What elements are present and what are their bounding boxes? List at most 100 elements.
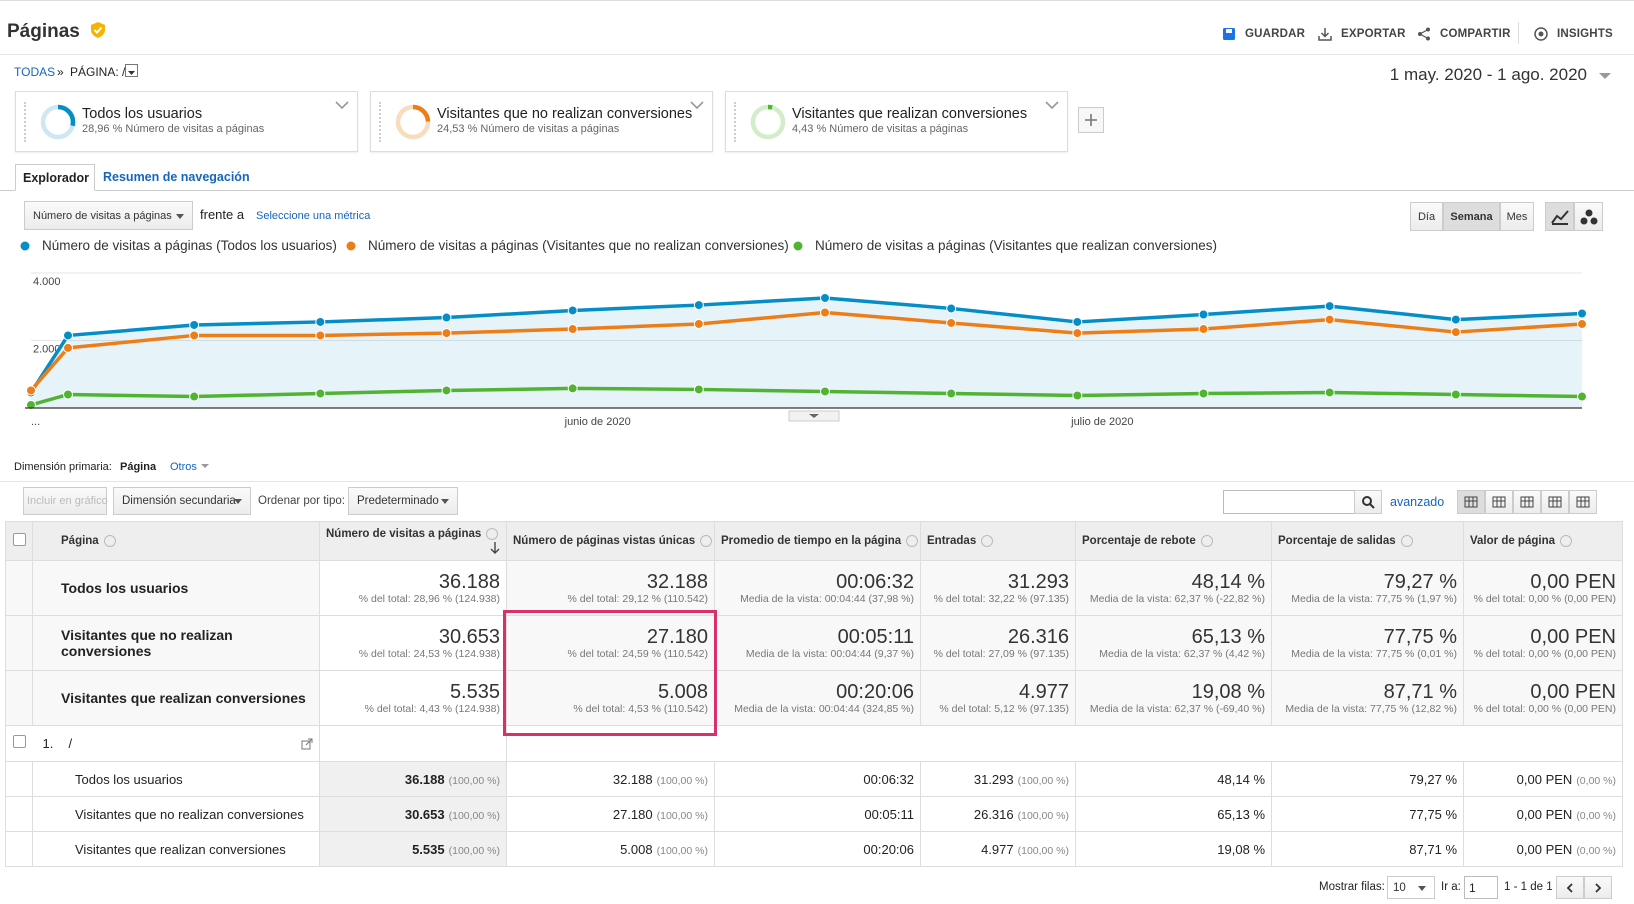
metric-cell: 65,13 % Media de la vista: 62,37 % (4,42 …	[1075, 615, 1272, 671]
data-point	[1198, 309, 1209, 320]
page-path[interactable]: /	[68, 736, 73, 751]
period-button[interactable]: Semana	[1443, 202, 1500, 231]
add-segment[interactable]	[1078, 107, 1104, 133]
breadcrumb-item[interactable]: TODAS	[14, 65, 56, 79]
segment-card[interactable]: Visitantes que realizan conversiones 4,43…	[725, 91, 1068, 152]
column-header[interactable]: Valor de página	[1463, 521, 1623, 561]
metric-value: 87,71 %	[1383, 680, 1457, 703]
metric-cell: 30.653% del total: 24,53 % (124.938)	[319, 615, 507, 671]
page-button[interactable]	[1584, 876, 1612, 899]
column-header[interactable]: Promedio de tiempo en la página	[714, 521, 921, 561]
detail-value: 4.977	[981, 841, 1014, 857]
metric-comparison: Media de la vista: 00:04:44 (37,98 %)	[740, 592, 914, 605]
action-label: EXPORTAR	[1341, 28, 1406, 40]
view-icon	[1576, 496, 1590, 508]
metric-select[interactable]: Número de visitas a páginas	[24, 201, 193, 230]
segment-card[interactable]: Todos los usuarios 28,96 % Número de visi…	[15, 91, 358, 152]
sort-select[interactable]: Predeterminado	[348, 487, 458, 515]
segment-handle	[24, 102, 28, 142]
view-button[interactable]	[1457, 490, 1485, 514]
help-icon	[700, 534, 713, 547]
period-button[interactable]: Mes	[1500, 202, 1534, 231]
breadcrumb-dropdown[interactable]	[125, 64, 138, 77]
dimension-other[interactable]: Otros	[170, 461, 210, 473]
include-button: Incluir en gráfico	[23, 487, 108, 515]
tab[interactable]: Resumen de navegación	[103, 170, 250, 184]
select-metric-link[interactable]: Seleccione una métrica	[256, 210, 371, 222]
header-action[interactable]: EXPORTAR	[1317, 26, 1406, 42]
checkbox[interactable]	[12, 734, 26, 748]
secondary-dimension[interactable]: Dimensión secundaria	[113, 487, 251, 515]
segment-caption: 28,96 % Número de visitas a páginas	[82, 123, 265, 135]
view-button[interactable]	[1541, 490, 1569, 514]
view-button[interactable]	[1569, 490, 1597, 514]
metric-comparison: % del total: 27,09 % (97.135)	[933, 647, 1069, 660]
segment-handle	[734, 102, 738, 142]
column-header[interactable]: Porcentaje de rebote	[1075, 521, 1272, 561]
metric-comparison: % del total: 24,53 % (124.938)	[358, 647, 500, 660]
segment-name: Visitantes que realizan conversiones	[32, 670, 320, 726]
goto-input[interactable]: 1	[1464, 876, 1498, 899]
chart-type-button[interactable]	[1574, 202, 1603, 231]
search-input[interactable]	[1223, 490, 1355, 514]
view-button[interactable]	[1513, 490, 1541, 514]
column-header[interactable]: Entradas	[920, 521, 1076, 561]
data-point	[693, 384, 704, 395]
data-point	[1198, 388, 1209, 399]
page-button[interactable]	[1556, 876, 1584, 899]
segment-card[interactable]: Visitantes que no realizan conversiones 2…	[370, 91, 713, 152]
metric-comparison: % del total: 28,96 % (124.938)	[358, 592, 500, 605]
data-point	[1450, 389, 1461, 400]
segment-name: Visitantes que no realizan conversiones	[32, 796, 320, 832]
sort-arrow	[490, 542, 500, 555]
column-header[interactable]: Porcentaje de salidas	[1271, 521, 1464, 561]
metric-value: 30.653	[438, 625, 500, 648]
metric-cell: 48,14 % Media de la vista: 62,37 % (-22,8…	[1075, 560, 1272, 616]
chart-type-icon	[1550, 209, 1569, 225]
date-range[interactable]: 1 may. 2020 - 1 ago. 2020	[1389, 65, 1587, 84]
column-header[interactable]: Número de páginas vistas únicas	[506, 521, 715, 561]
segment-detail-row: Todos los usuarios 36.188 (100,00 %) 32.188…	[5, 761, 1623, 797]
data-point	[567, 383, 578, 394]
metric-value: 19,08 %	[1191, 680, 1265, 703]
legend-label: Número de visitas a páginas (Visitantes …	[368, 240, 789, 253]
metric-cell: 4.977% del total: 5,12 % (97.135)	[920, 670, 1076, 726]
search-button[interactable]	[1354, 490, 1382, 514]
ring-share	[40, 104, 76, 140]
column-header[interactable]: Página	[32, 521, 320, 561]
segment-name: Todos los usuarios	[82, 106, 203, 122]
open-link-icon	[301, 738, 313, 750]
column-header[interactable]: Número de visitas a páginas	[319, 521, 507, 561]
rows-select[interactable]: 10	[1387, 876, 1435, 899]
detail-percent: (0,00 %)	[1576, 774, 1616, 787]
summary-row: Visitantes que realizan conversiones 5.53…	[5, 670, 1623, 726]
chart-type-button[interactable]	[1545, 202, 1574, 231]
detail-percent: (0,00 %)	[1576, 844, 1616, 857]
header-action[interactable]: GUARDAR	[1221, 26, 1305, 42]
header-action[interactable]: COMPARTIR	[1416, 26, 1511, 42]
segment-chevron	[690, 101, 704, 110]
column-title: Página	[61, 535, 99, 548]
metric-value: 31.293	[1007, 570, 1069, 593]
period-button[interactable]: Día	[1410, 202, 1443, 231]
dimension-label: Dimensión primaria:	[14, 461, 112, 473]
row-select-cell	[5, 725, 33, 762]
metric-comparison: Media de la vista: 62,37 % (4,42 %)	[1099, 647, 1265, 660]
action-divider	[1518, 22, 1519, 44]
advanced-link[interactable]: avanzado	[1390, 495, 1445, 509]
action-label: GUARDAR	[1245, 28, 1306, 40]
metric-value: 0,00 PEN	[1530, 680, 1616, 703]
chevron	[335, 101, 349, 110]
help-icon	[1400, 534, 1413, 547]
segment-name: Todos los usuarios	[32, 560, 320, 616]
view-button[interactable]	[1485, 490, 1513, 514]
tab[interactable]: Explorador	[15, 164, 95, 191]
verified-badge	[91, 22, 106, 38]
header-action[interactable]: INSIGHTS	[1533, 26, 1613, 42]
checkbox[interactable]	[12, 533, 26, 546]
metric-comparison: % del total: 24,59 % (110.542)	[567, 647, 708, 660]
metric-comparison: Media de la vista: 00:04:44 (324,85 %)	[734, 702, 914, 715]
metric-value: 27.180	[646, 625, 708, 648]
data-point	[1324, 314, 1335, 325]
metric-cell: 00:06:32 Media de la vista: 00:04:44 (37,…	[714, 560, 921, 616]
